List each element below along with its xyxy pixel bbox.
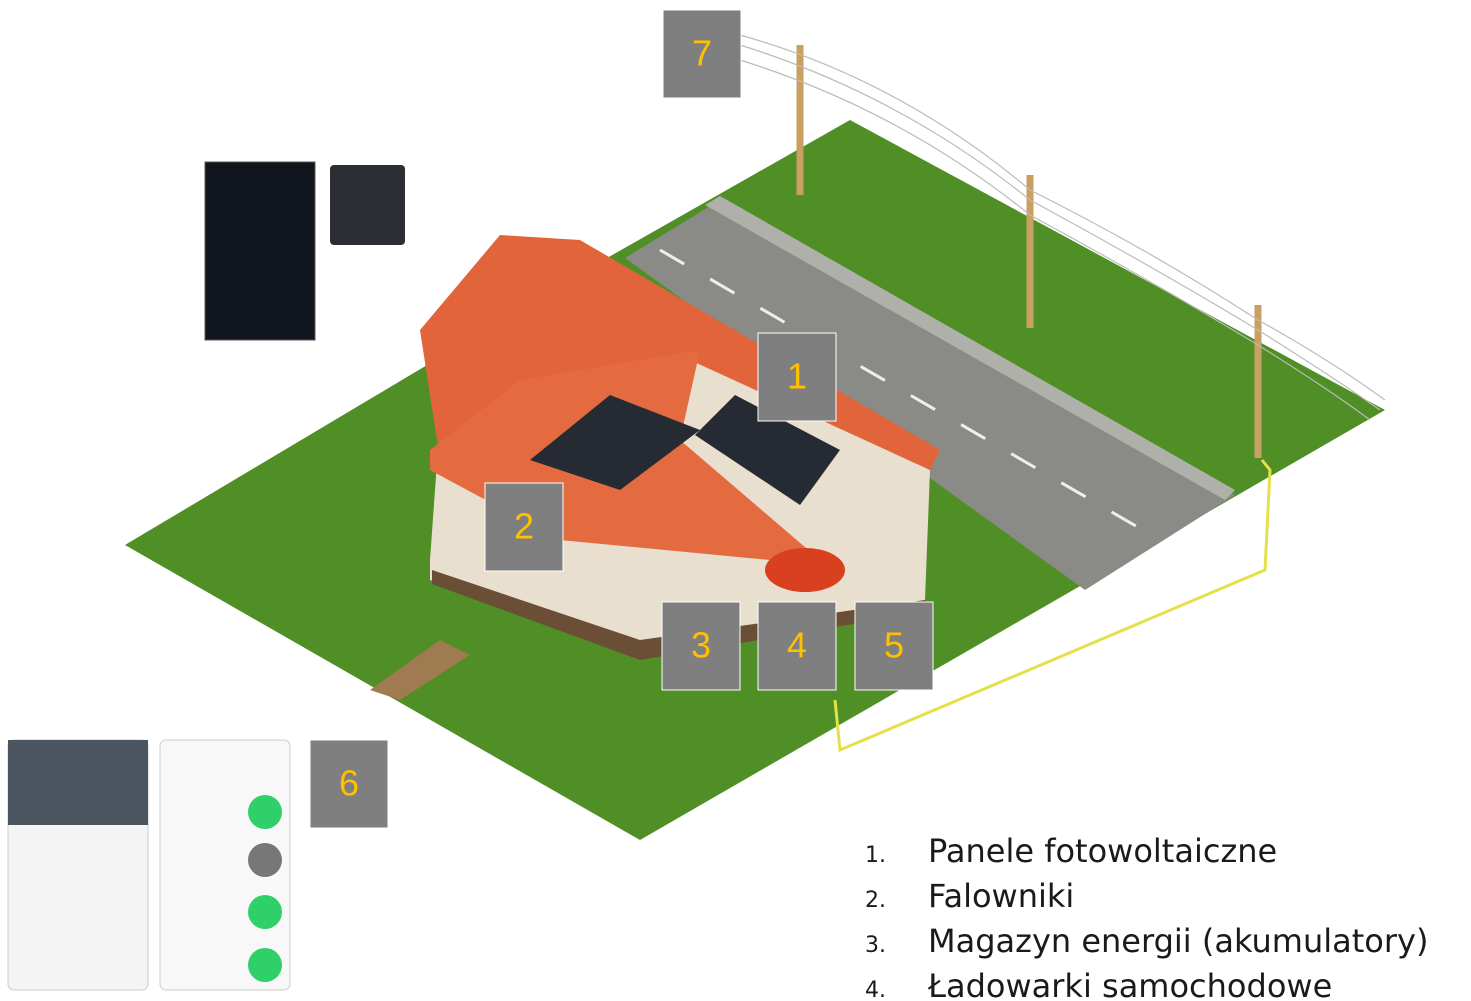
marker-label: 2 — [514, 506, 534, 547]
scene: 7 1 2 3 4 5 6 1. Panele fotowoltaiczne 2. Falowni… — [0, 0, 1471, 1001]
marker-label: 3 — [691, 625, 711, 666]
marker-label: 4 — [787, 625, 807, 666]
legend-number: 4. — [865, 978, 886, 1001]
legend: 1. Panele fotowoltaiczne 2. Falowniki 3. Maga… — [865, 832, 1428, 1001]
marker-label: 5 — [884, 625, 904, 666]
legend-text: Magazyn energii (akumulatory) — [928, 922, 1428, 960]
legend-number: 2. — [865, 888, 886, 913]
legend-text: Panele fotowoltaiczne — [928, 832, 1277, 870]
marker-label: 6 — [339, 763, 359, 804]
legend-text: Ładowarki samochodowe — [927, 967, 1332, 1001]
legend-number: 3. — [865, 933, 886, 958]
legend-text: Falowniki — [928, 877, 1074, 915]
page: 7 1 2 3 4 5 6 1. Panele fotowoltaiczne 2. Falowni… — [0, 0, 1471, 1001]
marker-label: 7 — [692, 33, 712, 74]
legend-number: 1. — [865, 843, 886, 868]
marker-label: 1 — [787, 356, 807, 397]
